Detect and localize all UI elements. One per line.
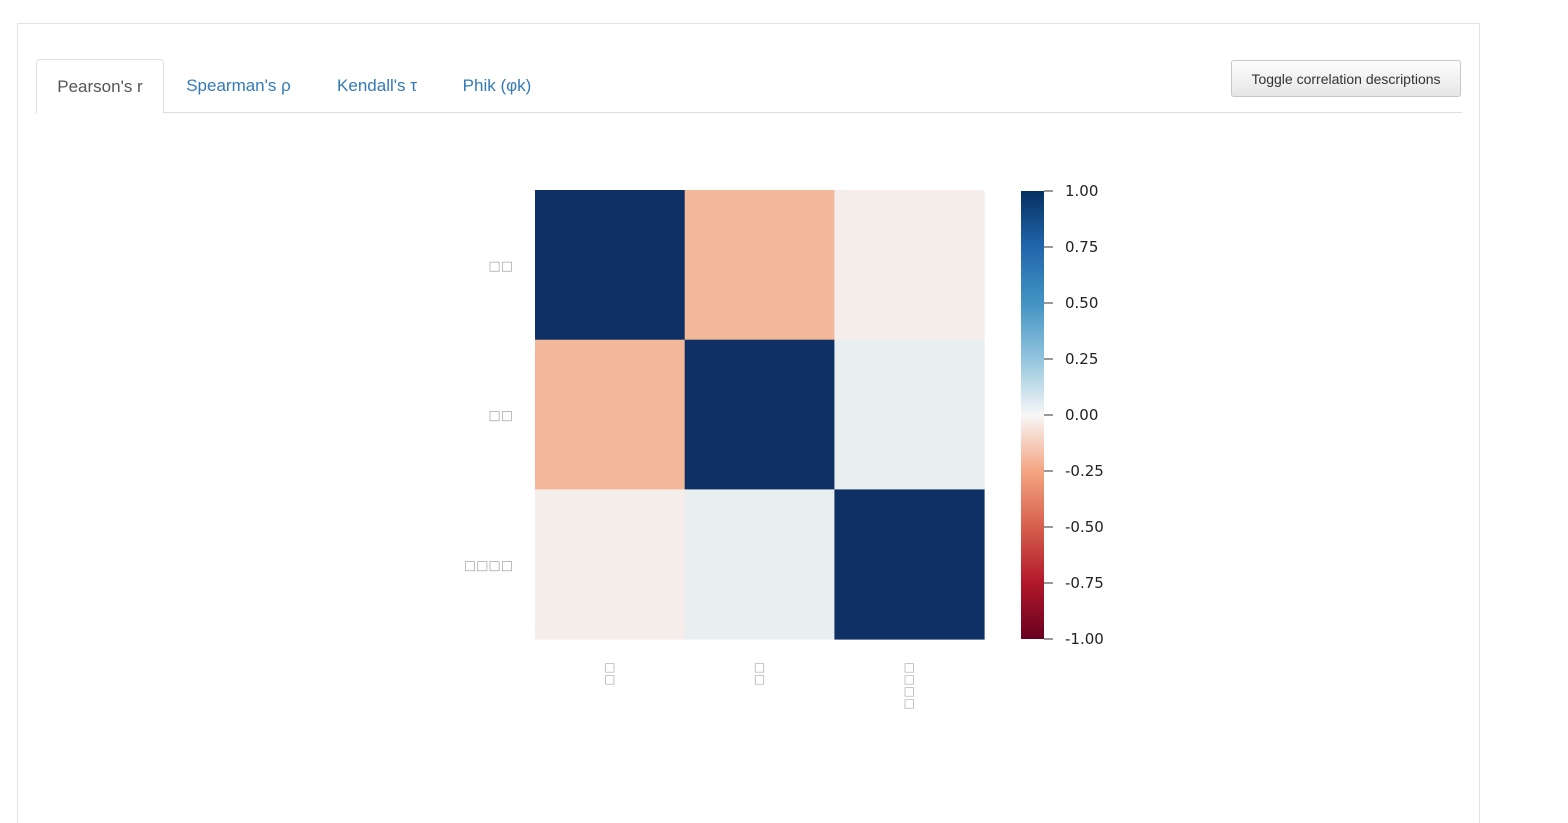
tab-phik[interactable]: Phik (φk) xyxy=(462,76,532,95)
heatmap-cell xyxy=(535,339,686,490)
heatmap-cell xyxy=(834,190,985,341)
heatmap-cell xyxy=(684,339,835,490)
tab-spearman[interactable]: Spearman's ρ xyxy=(186,76,291,95)
svg-text:□: □ xyxy=(904,684,915,698)
correlation-heatmap: □□□□□□□□ □□□□□□□□ 1.000.750.500.250.00-0… xyxy=(464,182,1104,710)
heatmap-cell xyxy=(684,190,835,341)
correlation-tabs: Pearson's r Spearman's ρ Kendall's τ Phi… xyxy=(36,59,1462,114)
heatmap-cell xyxy=(834,339,985,490)
colorbar-tick-label: -0.50 xyxy=(1065,518,1104,536)
heatmap-cell xyxy=(834,489,985,640)
colorbar-tick-label: -0.25 xyxy=(1065,462,1104,480)
heatmap-cell xyxy=(535,190,686,341)
svg-text:□: □ xyxy=(904,696,915,710)
colorbar-tick-label: 0.75 xyxy=(1065,238,1098,256)
colorbar-tick-label: 0.50 xyxy=(1065,294,1098,312)
colorbar-tick-label: -1.00 xyxy=(1065,630,1104,648)
column-label: □□□□ xyxy=(904,660,915,710)
colorbar-tick-label: -0.75 xyxy=(1065,574,1104,592)
column-label: □□ xyxy=(604,660,615,686)
heatmap-cell xyxy=(684,489,835,640)
svg-text:□: □ xyxy=(904,660,915,674)
heatmap-cell xyxy=(535,489,686,640)
tab-kendall[interactable]: Kendall's τ xyxy=(337,76,417,95)
colorbar-tick-label: 0.00 xyxy=(1065,406,1098,424)
row-label: □□□□ xyxy=(464,558,513,573)
colorbar xyxy=(1021,191,1044,639)
row-label: □□ xyxy=(488,259,513,274)
tab-pearson[interactable]: Pearson's r xyxy=(36,59,164,114)
svg-text:□: □ xyxy=(904,672,915,686)
svg-text:□: □ xyxy=(754,672,765,686)
column-label: □□ xyxy=(754,660,765,686)
svg-text:□: □ xyxy=(754,660,765,674)
toggle-correlation-descriptions-button[interactable]: Toggle correlation descriptions xyxy=(1231,60,1461,97)
colorbar-tick-label: 0.25 xyxy=(1065,350,1098,368)
row-label: □□ xyxy=(488,409,513,424)
svg-text:□: □ xyxy=(604,672,615,686)
colorbar-tick-label: 1.00 xyxy=(1065,182,1098,200)
svg-text:□: □ xyxy=(604,660,615,674)
